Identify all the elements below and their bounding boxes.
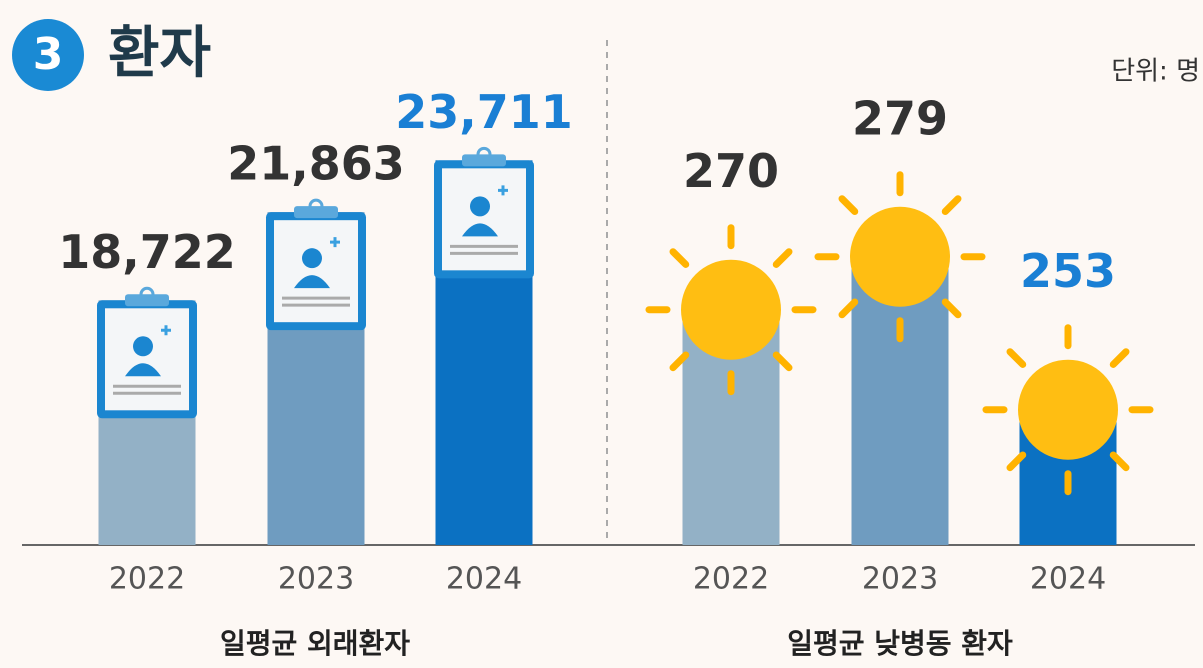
page-title: 환자 — [108, 21, 211, 86]
sun-disc — [850, 206, 950, 307]
x-tick-label: 2023 — [862, 562, 938, 597]
sun-ray — [941, 195, 962, 216]
person-head — [470, 196, 490, 217]
x-tick-label: 2024 — [446, 562, 522, 597]
plus-sign — [330, 237, 340, 248]
clipboard-paper — [105, 308, 189, 411]
x-tick-label: 2022 — [693, 562, 769, 597]
sun-disc — [681, 259, 781, 360]
sun-ray — [669, 351, 690, 372]
sun-ray — [1109, 451, 1130, 472]
value-label: 279 — [852, 91, 948, 145]
sun-ray — [772, 248, 793, 268]
badge-circle — [12, 19, 84, 91]
sun-ray — [1006, 348, 1027, 368]
clipboard-ring — [139, 286, 155, 302]
chart-title: 일평균 외래환자 — [220, 627, 410, 660]
person-head — [302, 248, 322, 269]
clipboard-ring — [308, 198, 324, 214]
sun-ray — [838, 298, 859, 319]
value-label: 270 — [683, 144, 779, 198]
clipboard-paper — [442, 168, 526, 271]
sun-ray — [669, 248, 690, 268]
clipboard-icon — [266, 198, 366, 331]
unit-label: 단위: 명 — [1111, 57, 1200, 87]
person-body — [125, 363, 161, 377]
plus-sign — [161, 325, 171, 336]
badge-number: 3 — [33, 29, 64, 80]
x-tick-label: 2023 — [278, 562, 354, 597]
clipboard-ring — [476, 146, 492, 162]
x-tick-label: 2024 — [1030, 562, 1106, 597]
person-body — [462, 223, 498, 237]
clipboard-icon — [434, 146, 534, 279]
sun-ray — [941, 298, 962, 319]
clipboard-icon — [97, 286, 197, 419]
clipboard-paper — [274, 220, 358, 323]
value-label: 23,711 — [395, 85, 573, 139]
sun-icon — [982, 324, 1154, 496]
sun-ray — [1109, 348, 1130, 368]
sun-ray — [772, 351, 793, 372]
sun-icon — [645, 224, 817, 396]
sun-icon — [814, 171, 986, 343]
chart-title: 일평균 낮병동 환자 — [787, 627, 1013, 660]
x-tick-label: 2022 — [109, 562, 185, 597]
sun-disc — [1018, 359, 1118, 460]
value-label: 18,722 — [58, 225, 236, 279]
person-body — [294, 275, 330, 289]
sun-ray — [838, 195, 859, 216]
sun-ray — [1006, 451, 1027, 472]
plus-sign — [498, 185, 508, 196]
value-label: 253 — [1020, 244, 1116, 298]
person-head — [133, 336, 153, 357]
value-label: 21,863 — [227, 137, 405, 191]
